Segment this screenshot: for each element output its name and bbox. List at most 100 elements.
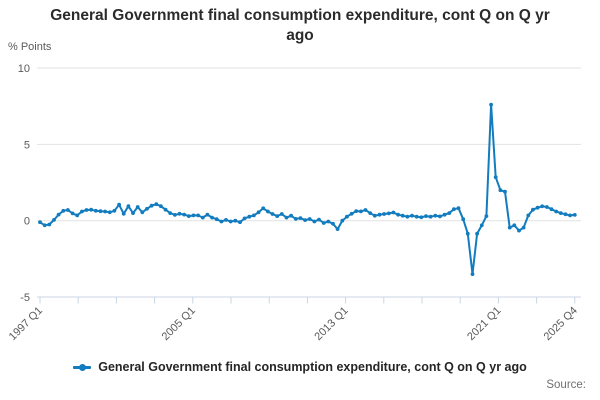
data-point (89, 207, 94, 212)
data-point (438, 214, 442, 219)
x-tick-label: 2005 Q1 (160, 305, 198, 343)
data-point (470, 272, 475, 276)
data-point (121, 211, 126, 216)
data-point (107, 210, 112, 215)
data-point (554, 209, 559, 214)
data-point (377, 212, 382, 217)
data-point (303, 218, 307, 223)
data-point (359, 209, 363, 214)
data-point (340, 218, 345, 223)
data-point (363, 208, 368, 212)
data-point (233, 218, 238, 223)
data-point (386, 211, 391, 216)
data-point (154, 202, 159, 207)
data-point (298, 216, 303, 221)
data-point (284, 215, 289, 220)
data-point (228, 219, 233, 224)
chart-area: 10 5 0 -5 1997 Q1 2005 Q1 2013 Q1 2021 Q1 2025 Q… (0, 50, 600, 360)
y-tick-label: 5 (24, 139, 30, 151)
data-point (335, 227, 340, 232)
source-label: Source: (546, 379, 586, 391)
data-point (200, 215, 205, 220)
data-point (173, 213, 177, 217)
data-point (545, 205, 549, 209)
data-point (456, 206, 461, 211)
data-point (84, 208, 89, 212)
data-point (252, 213, 256, 218)
data-point (535, 205, 540, 210)
data-point (503, 189, 507, 194)
data-point (526, 213, 531, 218)
data-point (531, 207, 535, 212)
data-point (47, 222, 52, 227)
data-point (131, 211, 135, 216)
data-point (42, 223, 47, 228)
data-point (461, 217, 466, 222)
data-point (205, 212, 210, 217)
data-point (345, 214, 349, 219)
data-point (103, 209, 107, 214)
data-point (275, 214, 280, 219)
data-point (484, 214, 489, 219)
y-tick-label: 0 (24, 216, 30, 228)
data-point (61, 208, 66, 213)
series-line (39, 103, 576, 276)
data-point (447, 211, 452, 216)
data-point (168, 211, 173, 216)
data-point (442, 212, 447, 217)
data-point (135, 205, 140, 209)
data-point (219, 219, 224, 224)
data-point (368, 211, 373, 216)
data-point (214, 217, 219, 222)
data-point (145, 206, 149, 211)
data-point (66, 208, 70, 212)
data-point (224, 218, 228, 222)
data-point (279, 212, 284, 216)
data-point (549, 207, 554, 212)
data-point (52, 218, 56, 222)
data-point (293, 217, 298, 221)
data-point (266, 209, 270, 214)
data-point (414, 214, 419, 219)
data-point (452, 207, 456, 212)
data-point (493, 175, 498, 180)
legend-series-label: General Government final consumption exp… (98, 360, 527, 374)
data-point (56, 212, 61, 217)
data-point (126, 204, 131, 209)
data-point (433, 213, 438, 218)
data-point (372, 213, 377, 218)
y-tick-label: -5 (20, 292, 30, 304)
data-point (424, 214, 428, 219)
page-title: General Government final consumption exp… (50, 7, 550, 45)
data-point (521, 225, 526, 230)
data-point (317, 217, 321, 222)
data-point (572, 213, 577, 217)
x-tick-label: 2025 Q4 (542, 305, 580, 343)
data-point (242, 216, 247, 221)
data-point (354, 209, 359, 214)
data-point (196, 213, 201, 218)
data-point (382, 212, 386, 216)
data-point (489, 102, 493, 107)
y-axis-unit-label: % Points (8, 41, 52, 53)
data-point (558, 211, 563, 216)
x-tick-label: 1997 Q1 (7, 305, 45, 343)
data-point (517, 228, 521, 233)
data-point (159, 204, 163, 209)
data-point (247, 214, 252, 219)
data-point (177, 211, 182, 216)
data-point (498, 188, 503, 193)
data-point (191, 213, 196, 218)
x-tick-label: 2021 Q1 (465, 305, 503, 343)
data-point (512, 223, 517, 228)
data-point (163, 207, 168, 212)
data-point (210, 215, 215, 220)
data-point (70, 211, 75, 216)
data-point (326, 219, 331, 224)
data-point (289, 213, 293, 218)
data-point (428, 214, 433, 219)
data-point (405, 214, 410, 219)
data-point (112, 208, 117, 213)
data-point (465, 231, 470, 236)
